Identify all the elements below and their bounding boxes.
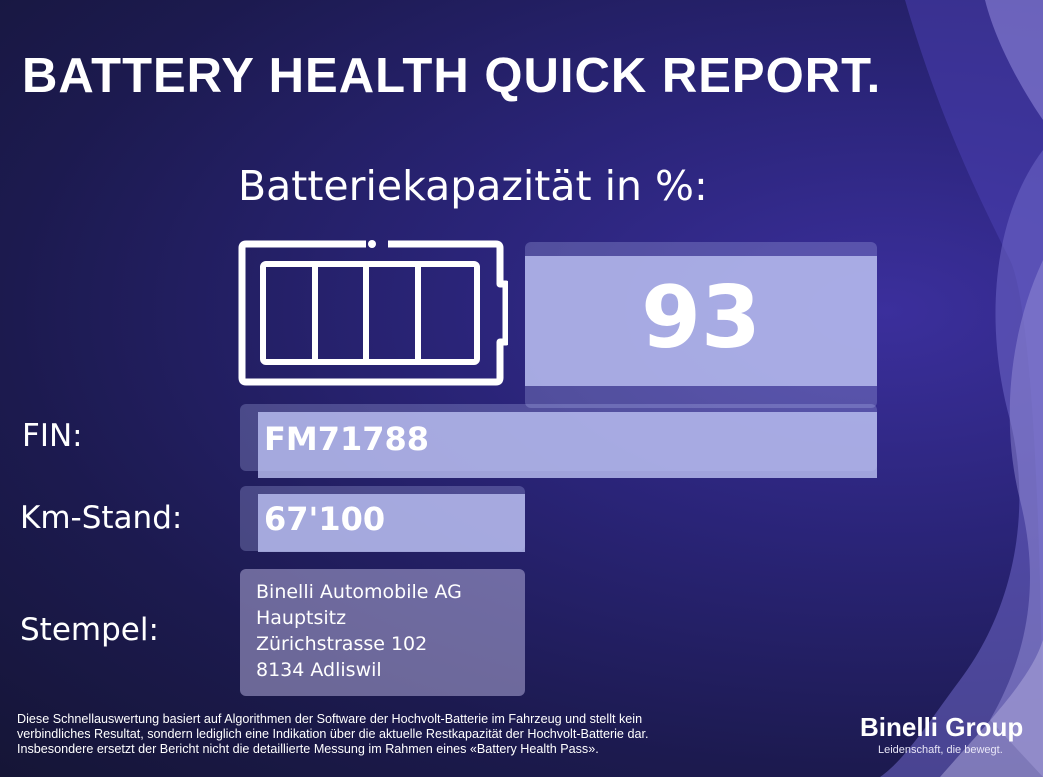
capacity-highlight	[525, 256, 877, 386]
report-title: BATTERY HEALTH QUICK REPORT.	[22, 49, 882, 103]
stamp-label: Stempel:	[20, 612, 159, 648]
km-value: 67'100	[264, 500, 386, 538]
stamp-box	[240, 569, 525, 696]
disclaimer-line: verbindliches Resultat, sondern lediglic…	[17, 727, 649, 741]
disclaimer-line: Insbesondere ersetzt der Bericht nicht d…	[17, 742, 599, 756]
capacity-value: 93	[641, 268, 761, 368]
fin-label: FIN:	[22, 418, 83, 454]
fin-highlight	[258, 412, 877, 478]
km-label: Km-Stand:	[20, 500, 183, 536]
capacity-label: Batteriekapazität in %:	[238, 162, 708, 210]
km-highlight	[258, 494, 525, 552]
disclaimer-line: Diese Schnellauswertung basiert auf Algo…	[17, 712, 643, 726]
disclaimer: Diese Schnellauswertung basiert auf Algo…	[17, 712, 817, 757]
fin-value: FM71788	[264, 420, 430, 458]
battery-icon	[238, 240, 508, 386]
stamp-city: 8134 Adliswil	[256, 659, 382, 681]
stamp-street: Zürichstrasse 102	[256, 633, 428, 655]
brand-logo: Binelli Group	[860, 712, 1024, 742]
stamp-company: Binelli Automobile AG	[256, 581, 462, 603]
stamp-branch: Hauptsitz	[256, 607, 347, 629]
brand-tagline: Leidenschaft, die bewegt.	[878, 744, 1003, 756]
